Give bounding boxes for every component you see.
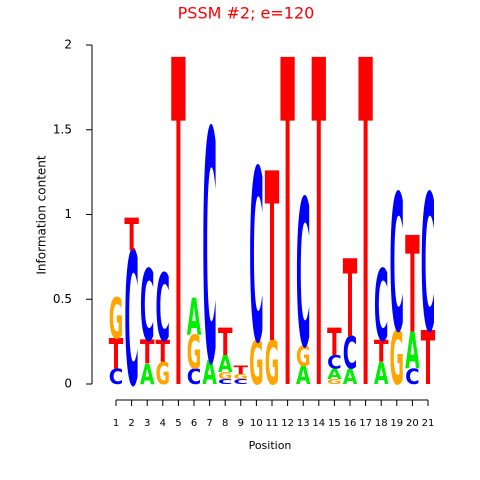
logo-letter: C	[202, 67, 216, 437]
logo-letter: C	[327, 351, 341, 373]
y-tick-label: 0.5	[53, 292, 72, 306]
logo-letter: A	[296, 361, 311, 391]
logo-letter: T	[280, 0, 295, 480]
logo-letter: A	[374, 356, 389, 391]
x-tick-label: 8	[222, 418, 228, 429]
logo-letter: C	[218, 378, 232, 386]
x-tick-label: 21	[422, 418, 435, 429]
x-tick-label: 1	[113, 418, 119, 429]
x-tick-label: 5	[175, 418, 181, 429]
logo-letter: T	[234, 364, 249, 378]
y-tick-label: 1	[64, 207, 72, 221]
logo-letter: T	[265, 124, 279, 394]
logo-letter: G	[327, 378, 341, 386]
logo-letter: C	[187, 364, 201, 389]
x-tick-label: 9	[238, 418, 244, 429]
logo-letter: C	[140, 250, 154, 364]
logo-letter: A	[327, 366, 342, 382]
x-tick-label: 7	[206, 418, 212, 429]
logo-letter: T	[218, 322, 233, 365]
x-tick-label: 20	[406, 418, 419, 429]
logo-letter: T	[421, 315, 436, 402]
logo-letter: G	[296, 339, 311, 372]
logo-letter: C	[405, 364, 419, 389]
logo-letter: A	[202, 355, 217, 393]
logo-letter: T	[171, 0, 186, 480]
y-axis-label: Information content	[35, 155, 49, 275]
x-axis-label: Position	[249, 439, 292, 452]
x-tick-label: 15	[328, 418, 341, 429]
logo-letter: A	[140, 358, 155, 391]
logo-letter: A	[343, 365, 358, 389]
logo-letter: T	[343, 238, 358, 363]
logo-letter: G	[265, 328, 279, 399]
logo-letter: A	[187, 288, 202, 348]
logo-letter: T	[327, 322, 342, 365]
logo-letter: C	[421, 155, 435, 374]
x-tick-label: 13	[297, 418, 310, 429]
logo-letter: A	[405, 322, 420, 382]
logo-letter: G	[234, 373, 248, 381]
x-tick-label: 19	[390, 418, 403, 429]
x-tick-label: 16	[344, 418, 357, 429]
logo-letter: T	[374, 335, 389, 370]
logo-letter: C	[234, 378, 248, 386]
logo-letter: C	[156, 254, 171, 362]
logo-letter: G	[218, 371, 233, 382]
logo-letter: C	[374, 250, 388, 364]
logo-letter: T	[312, 0, 327, 480]
x-tick-label: 6	[191, 418, 197, 429]
x-tick-label: 3	[144, 418, 150, 429]
logo-letter: C	[249, 120, 263, 396]
logo-letter: G	[249, 328, 263, 399]
x-tick-label: 17	[359, 418, 372, 429]
logo-letter: T	[124, 211, 139, 262]
x-tick-label: 2	[128, 418, 134, 429]
x-tick-label: 10	[250, 418, 263, 429]
x-tick-label: 14	[312, 418, 325, 429]
logo-letter: C	[109, 364, 123, 389]
y-tick-label: 2	[64, 38, 72, 52]
y-tick-label: 0	[64, 377, 72, 391]
logo-letter: T	[140, 334, 155, 372]
x-tick-label: 12	[281, 418, 294, 429]
logo-letter: C	[296, 158, 310, 393]
logo-letter: T	[109, 330, 124, 379]
logo-letter: C	[124, 214, 139, 428]
logo-letter: G	[187, 326, 201, 380]
y-tick-label: 1.5	[53, 122, 72, 136]
logo-letter: G	[109, 287, 123, 352]
logo-letter: G	[390, 315, 404, 402]
logo-letter: C	[390, 155, 404, 374]
logo-letter: C	[343, 329, 357, 381]
chart-title: PSSM #2; e=120	[178, 4, 315, 23]
logo-letter: A	[218, 350, 233, 378]
logo-letter: T	[156, 335, 171, 370]
logo-letter: G	[156, 356, 171, 391]
x-tick-label: 18	[375, 418, 388, 429]
x-tick-label: 11	[266, 418, 279, 429]
logo-letter: T	[405, 210, 420, 364]
x-tick-label: 4	[160, 418, 166, 429]
logo-letter: T	[358, 0, 373, 480]
